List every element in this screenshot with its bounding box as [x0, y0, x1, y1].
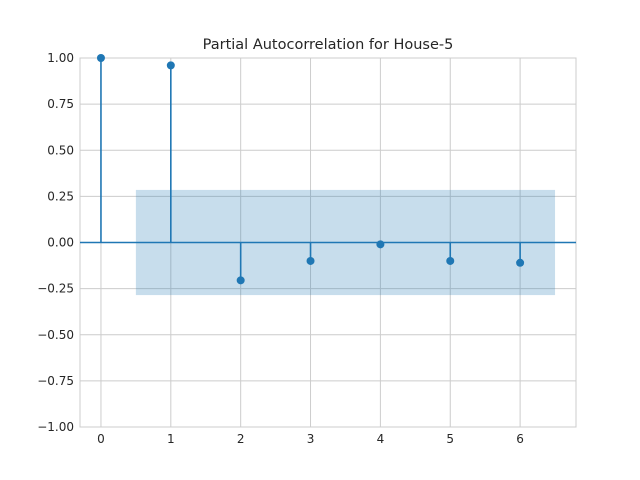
stem-marker [236, 276, 245, 285]
x-tick-label: 5 [446, 432, 454, 446]
tick-labels: 1.00 0.75 0.50 0.25 0.00 −0.25 −0.50 −0.75 −1.00… [37, 51, 524, 446]
stems [96, 54, 525, 285]
x-tick-label: 6 [516, 432, 524, 446]
stem-marker [376, 240, 385, 249]
stem-marker [306, 256, 315, 265]
y-tick-label: −0.50 [37, 328, 74, 342]
x-tick-label: 4 [377, 432, 385, 446]
y-tick-label: −0.75 [37, 374, 74, 388]
chart-title: Partial Autocorrelation for House-5 [203, 37, 454, 53]
stem-marker [516, 258, 525, 267]
stem-marker [96, 54, 105, 62]
axes [79, 57, 577, 428]
y-tick-label: −0.25 [37, 282, 74, 296]
stem-marker [166, 61, 175, 70]
y-tick-label: 0.50 [47, 143, 74, 157]
y-tick-label: 1.00 [47, 51, 74, 65]
y-tick-label: −1.00 [37, 420, 74, 434]
x-tick-label: 3 [307, 432, 315, 446]
y-tick-label: 0.75 [47, 97, 74, 111]
stem-marker [446, 256, 455, 265]
x-tick-label: 1 [167, 432, 175, 446]
x-tick-label: 2 [237, 432, 245, 446]
y-tick-label: 0.00 [47, 236, 74, 250]
y-tick-label: 0.25 [47, 189, 74, 203]
x-tick-label: 0 [97, 432, 105, 446]
